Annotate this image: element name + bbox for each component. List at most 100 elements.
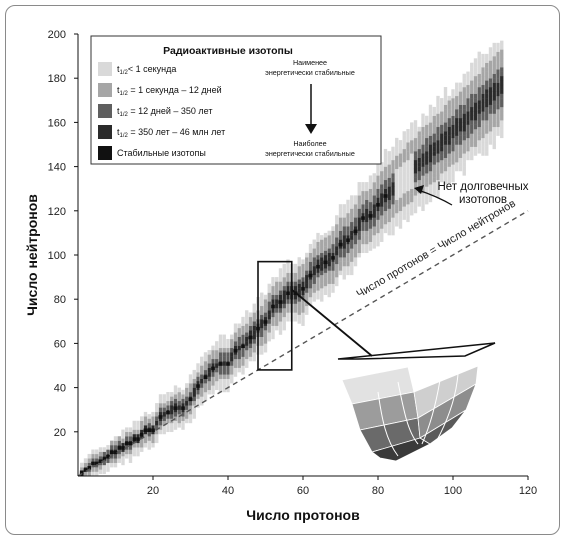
isotope-cell (417, 193, 421, 198)
isotope-cell (271, 290, 275, 296)
isotope-cell (241, 330, 245, 335)
isotope-cell (301, 263, 305, 269)
isotope-cell (458, 122, 463, 128)
isotope-cell (177, 387, 181, 393)
isotope-cell (368, 232, 373, 238)
isotope-cell (466, 124, 470, 130)
isotope-cell (455, 166, 459, 172)
isotope-cell (481, 142, 485, 147)
legend-label-1: t1/2 = 1 секунда – 12 дней (117, 85, 222, 97)
isotope-cell (410, 153, 414, 158)
isotope-cell (470, 102, 474, 108)
isotope-cell (192, 374, 196, 379)
isotope-cell (353, 208, 358, 214)
isotope-cell (368, 175, 373, 181)
isotope-cell (410, 157, 414, 163)
isotope-cell (271, 334, 275, 340)
isotope-cell (485, 102, 489, 108)
legend: Радиоактивные изотопы t1/2< 1 секундаt1/… (90, 35, 382, 165)
isotope-cell (500, 58, 504, 63)
isotope-cell (387, 213, 391, 218)
isotope-cell (297, 288, 301, 293)
isotope-cell (350, 221, 354, 227)
isotope-cell (327, 252, 331, 258)
isotope-cell (252, 338, 256, 344)
isotope-cell (470, 124, 474, 130)
isotope-cell (237, 350, 241, 355)
isotope-cell (323, 241, 328, 247)
stable-isotope (128, 441, 133, 446)
isotope-cell (455, 104, 459, 110)
isotope-cell (162, 425, 166, 430)
isotope-cell (233, 367, 238, 373)
isotope-cell (226, 387, 230, 393)
isotope-cell (376, 228, 380, 234)
isotope-cell (458, 104, 463, 110)
isotope-cell (271, 312, 275, 318)
isotope-cell (410, 201, 414, 207)
isotope-cell (233, 358, 238, 364)
isotope-cell (462, 131, 466, 136)
isotope-cell (477, 104, 481, 110)
isotope-cell (496, 73, 500, 79)
isotope-cell (267, 292, 271, 298)
isotope-cell (350, 213, 354, 218)
isotope-cell (436, 153, 440, 158)
isotope-cell (488, 131, 493, 136)
isotope-cell (380, 201, 384, 207)
isotope-cell (406, 182, 410, 187)
isotope-cell (428, 117, 433, 123)
isotope-cell (226, 365, 230, 371)
isotope-cell (353, 243, 358, 249)
isotope-cell (432, 182, 436, 187)
isotope-cell (451, 168, 455, 174)
isotope-cell (162, 403, 166, 408)
isotope-cell (421, 131, 425, 136)
isotope-cell (421, 140, 425, 145)
isotope-cell (207, 376, 211, 382)
isotope-cell (398, 166, 403, 172)
isotope-cell (372, 173, 376, 178)
isotope-cell (222, 365, 226, 371)
isotope-cell (361, 243, 365, 249)
isotope-cell (350, 204, 354, 209)
isotope-cell (398, 188, 403, 194)
isotope-cell (136, 451, 140, 457)
isotope-cell (462, 95, 466, 101)
isotope-cell (496, 113, 500, 119)
isotope-cell (447, 144, 451, 150)
isotope-cell (455, 126, 459, 132)
isotope-cell (368, 206, 373, 212)
stable-isotope (79, 470, 84, 475)
isotope-cell (410, 162, 414, 167)
isotope-cell (395, 221, 399, 227)
isotope-cell (462, 148, 466, 154)
isotope-cell (398, 157, 403, 163)
isotope-cell (402, 201, 406, 207)
isotope-cell (398, 140, 403, 145)
isotope-cell (485, 115, 489, 121)
isotope-cell (267, 314, 271, 320)
isotope-cell (473, 84, 478, 90)
isotope-cell (166, 418, 170, 424)
isotope-cell (357, 182, 361, 187)
legend-swatch-0 (98, 62, 112, 76)
isotope-cell (331, 243, 335, 249)
isotope-cell (361, 204, 365, 209)
isotope-cell (252, 352, 256, 357)
isotope-cell (335, 255, 339, 260)
isotope-cell (83, 462, 88, 468)
isotope-cell (181, 425, 185, 430)
isotope-cell (293, 285, 298, 291)
isotope-cell (383, 224, 388, 229)
isotope-cell (440, 159, 444, 165)
isotope-cell (428, 175, 433, 181)
isotope-cell (436, 175, 440, 181)
isotope-cell (181, 403, 185, 408)
isotope-cell (458, 87, 463, 92)
isotope-cell (481, 115, 485, 121)
isotope-cell (413, 120, 418, 125)
isotope-cell (410, 131, 414, 136)
isotope-cell (331, 248, 335, 254)
isotope-cell (278, 268, 283, 273)
